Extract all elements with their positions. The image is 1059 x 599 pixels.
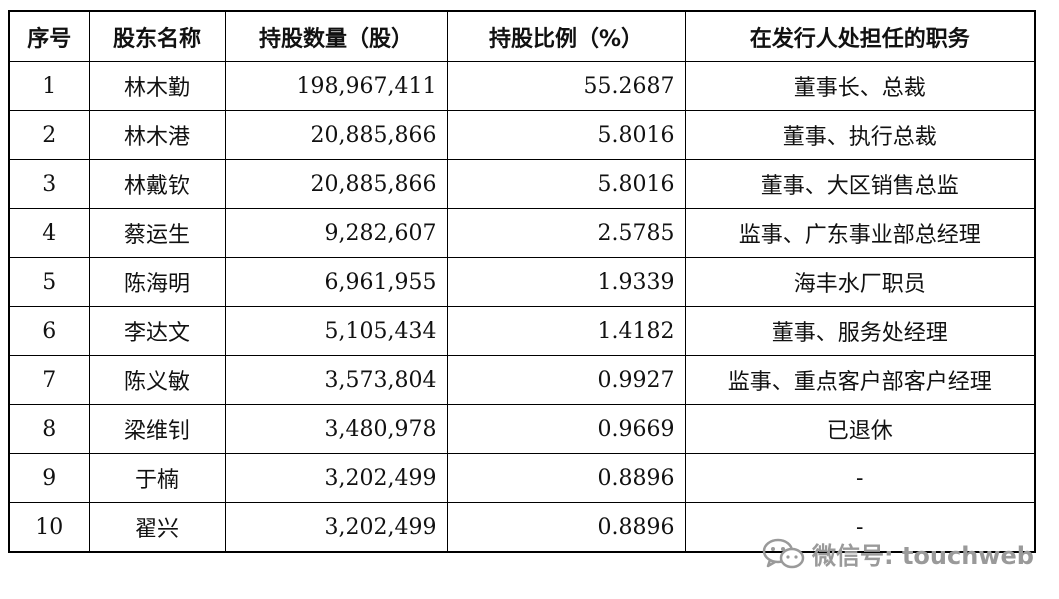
cell-shares-held: 3,202,499 xyxy=(224,502,448,553)
table-header-row: 序号 股东名称 持股数量（股） 持股比例（%） 在发行人处担任的职务 xyxy=(8,10,1036,62)
watermark-text: 微信号: touchweb xyxy=(812,542,1034,570)
cell-serial-no: 4 xyxy=(8,208,90,258)
cell-shareholder-name: 蔡运生 xyxy=(88,208,226,258)
cell-position: 监事、广东事业部总经理 xyxy=(684,208,1036,258)
cell-position: 海丰水厂职员 xyxy=(684,257,1036,307)
cell-shareholder-name: 梁维钊 xyxy=(88,404,226,454)
table-row: 5 陈海明 6,961,955 1.9339 海丰水厂职员 xyxy=(8,257,1036,307)
cell-shareholder-name: 翟兴 xyxy=(88,502,226,553)
cell-shares-held: 9,282,607 xyxy=(224,208,448,258)
shareholder-table-container: 序号 股东名称 持股数量（股） 持股比例（%） 在发行人处担任的职务 1 林木勤… xyxy=(8,10,1036,553)
cell-position: 董事、服务处经理 xyxy=(684,306,1036,356)
table-row: 3 林戴钦 20,885,866 5.8016 董事、大区销售总监 xyxy=(8,159,1036,209)
cell-shareholder-name: 林戴钦 xyxy=(88,159,226,209)
cell-shares-held: 20,885,866 xyxy=(224,110,448,160)
cell-shares-held: 3,202,499 xyxy=(224,453,448,503)
cell-position: - xyxy=(684,453,1036,503)
cell-shareholding-ratio: 5.8016 xyxy=(446,110,686,160)
header-position: 在发行人处担任的职务 xyxy=(684,10,1036,62)
cell-shares-held: 6,961,955 xyxy=(224,257,448,307)
header-shareholding-ratio: 持股比例（%） xyxy=(446,10,686,62)
cell-shares-held: 20,885,866 xyxy=(224,159,448,209)
cell-position: - xyxy=(684,502,1036,553)
cell-serial-no: 3 xyxy=(8,159,90,209)
cell-serial-no: 8 xyxy=(8,404,90,454)
table-row: 9 于楠 3,202,499 0.8896 - xyxy=(8,453,1036,503)
header-shareholder-name: 股东名称 xyxy=(88,10,226,62)
cell-shares-held: 5,105,434 xyxy=(224,306,448,356)
table-row: 10 翟兴 3,202,499 0.8896 - xyxy=(8,502,1036,553)
cell-shareholding-ratio: 2.5785 xyxy=(446,208,686,258)
cell-serial-no: 5 xyxy=(8,257,90,307)
table-row: 4 蔡运生 9,282,607 2.5785 监事、广东事业部总经理 xyxy=(8,208,1036,258)
cell-serial-no: 1 xyxy=(8,61,90,111)
cell-shareholding-ratio: 0.9669 xyxy=(446,404,686,454)
cell-shareholder-name: 林木港 xyxy=(88,110,226,160)
cell-shares-held: 3,573,804 xyxy=(224,355,448,405)
shareholder-table: 序号 股东名称 持股数量（股） 持股比例（%） 在发行人处担任的职务 1 林木勤… xyxy=(8,10,1036,553)
header-shares-held: 持股数量（股） xyxy=(224,10,448,62)
cell-shareholding-ratio: 0.8896 xyxy=(446,453,686,503)
cell-serial-no: 10 xyxy=(8,502,90,553)
cell-position: 董事、大区销售总监 xyxy=(684,159,1036,209)
cell-serial-no: 6 xyxy=(8,306,90,356)
cell-shareholder-name: 于楠 xyxy=(88,453,226,503)
cell-shareholding-ratio: 0.9927 xyxy=(446,355,686,405)
cell-shareholding-ratio: 1.9339 xyxy=(446,257,686,307)
cell-serial-no: 7 xyxy=(8,355,90,405)
cell-shareholder-name: 林木勤 xyxy=(88,61,226,111)
table-row: 8 梁维钊 3,480,978 0.9669 已退休 xyxy=(8,404,1036,454)
table-row: 1 林木勤 198,967,411 55.2687 董事长、总裁 xyxy=(8,61,1036,111)
table-row: 7 陈义敏 3,573,804 0.9927 监事、重点客户部客户经理 xyxy=(8,355,1036,405)
cell-serial-no: 9 xyxy=(8,453,90,503)
cell-position: 董事长、总裁 xyxy=(684,61,1036,111)
wechat-icon xyxy=(762,538,806,570)
cell-shareholding-ratio: 0.8896 xyxy=(446,502,686,553)
table-row: 6 李达文 5,105,434 1.4182 董事、服务处经理 xyxy=(8,306,1036,356)
cell-shareholding-ratio: 1.4182 xyxy=(446,306,686,356)
watermark: 微信号: touchweb xyxy=(762,536,1034,571)
cell-shareholding-ratio: 5.8016 xyxy=(446,159,686,209)
cell-shareholder-name: 陈海明 xyxy=(88,257,226,307)
cell-serial-no: 2 xyxy=(8,110,90,160)
cell-shares-held: 3,480,978 xyxy=(224,404,448,454)
cell-position: 监事、重点客户部客户经理 xyxy=(684,355,1036,405)
table-row: 2 林木港 20,885,866 5.8016 董事、执行总裁 xyxy=(8,110,1036,160)
cell-shareholder-name: 陈义敏 xyxy=(88,355,226,405)
cell-shareholding-ratio: 55.2687 xyxy=(446,61,686,111)
header-serial-no: 序号 xyxy=(8,10,90,62)
cell-shareholder-name: 李达文 xyxy=(88,306,226,356)
cell-position: 已退休 xyxy=(684,404,1036,454)
cell-shares-held: 198,967,411 xyxy=(224,61,448,111)
cell-position: 董事、执行总裁 xyxy=(684,110,1036,160)
